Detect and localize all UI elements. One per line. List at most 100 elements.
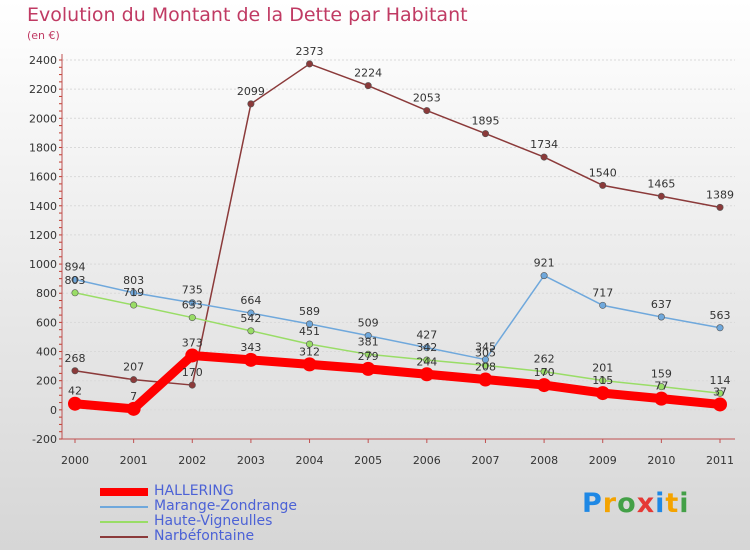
data-label: 664 [240, 294, 261, 307]
data-point [540, 153, 548, 161]
data-point [130, 376, 138, 384]
y-tick-label: 600 [36, 316, 57, 329]
data-point [423, 107, 431, 115]
legend-item-hallering: HALLERING [100, 483, 360, 499]
data-point [188, 381, 196, 389]
data-label: 921 [534, 257, 555, 270]
data-point [540, 272, 548, 280]
data-label: 42 [68, 385, 82, 398]
data-label: 2099 [237, 85, 265, 98]
data-point [130, 301, 138, 309]
data-point [130, 289, 138, 297]
data-point [188, 314, 196, 322]
legend-swatch [100, 506, 148, 508]
data-label: 633 [182, 299, 203, 312]
x-tick-label: 2006 [413, 454, 441, 467]
data-label: 305 [475, 346, 496, 359]
legend-item-haute-vigneulles: Haute-Vigneulles [100, 513, 360, 529]
data-label: 77 [654, 380, 668, 393]
data-point [537, 378, 552, 393]
data-label: 170 [182, 366, 203, 379]
data-label: 170 [534, 366, 555, 379]
data-label: 381 [358, 335, 379, 348]
data-point [419, 367, 434, 382]
data-label: 427 [416, 329, 437, 342]
data-point [68, 396, 82, 411]
logo-letter: r [602, 488, 618, 519]
legend-item-marange-zondrange: Marange-Zondrange [100, 498, 360, 514]
chart-title: Evolution du Montant de la Dette par Hab… [27, 4, 468, 26]
legend-swatch [100, 488, 148, 496]
data-label: 1734 [530, 138, 558, 151]
data-label: 244 [416, 355, 437, 368]
data-label: 717 [592, 286, 613, 299]
series-line-haute-vigneulles [74, 292, 721, 394]
data-point [599, 377, 607, 385]
data-point [361, 361, 376, 376]
x-tick-label: 2011 [706, 454, 734, 467]
data-label: 208 [475, 361, 496, 374]
data-label: 637 [651, 298, 672, 311]
y-tick-label: 1600 [29, 171, 57, 184]
y-tick-label: 200 [36, 375, 57, 388]
data-point [364, 332, 372, 340]
data-point [302, 357, 317, 372]
data-label: 2224 [354, 67, 382, 80]
y-tick-label: 2000 [29, 112, 57, 125]
x-tick-label: 2003 [237, 454, 265, 467]
y-tick-label: 1400 [29, 200, 57, 213]
data-point [71, 276, 79, 284]
data-point [364, 82, 372, 90]
data-label: 803 [65, 274, 86, 287]
data-label: 207 [123, 361, 144, 374]
chart-unit: (en €) [27, 29, 60, 42]
data-label: 1895 [471, 115, 499, 128]
data-point [657, 383, 665, 391]
data-label: 735 [182, 284, 203, 297]
data-point [185, 348, 200, 363]
data-label: 509 [358, 317, 379, 330]
y-tick-label: 2200 [29, 83, 57, 96]
data-point [540, 368, 548, 376]
y-tick-label: 1000 [29, 258, 57, 271]
logo-letter: i [655, 488, 666, 519]
data-label: 1465 [647, 177, 675, 190]
legend-swatch [100, 521, 148, 523]
data-label: 373 [182, 336, 203, 349]
data-point [306, 320, 314, 328]
y-tick-label: 800 [36, 287, 57, 300]
data-label: 312 [299, 345, 320, 358]
data-point [306, 340, 314, 348]
logo-letter: x [636, 488, 656, 519]
logo-letter: i [679, 488, 690, 519]
data-label: 803 [123, 274, 144, 287]
data-label: 2373 [296, 45, 324, 58]
data-point [478, 372, 493, 387]
data-label: 37 [713, 385, 727, 398]
x-tick-label: 2010 [647, 454, 675, 467]
data-point [423, 344, 431, 352]
x-tick-label: 2005 [354, 454, 382, 467]
data-point [599, 181, 607, 189]
series-line-hallering [70, 350, 725, 414]
series-line-marange-zondrange [74, 274, 721, 361]
data-point [126, 401, 141, 416]
legend-label: Haute-Vigneulles [154, 513, 273, 529]
data-label: 345 [475, 341, 496, 354]
data-point [71, 289, 79, 297]
data-point [247, 309, 255, 317]
data-label: 719 [123, 286, 144, 299]
data-point [654, 391, 669, 406]
legend-label: Narbéfontaine [154, 528, 255, 544]
data-label: 7 [130, 390, 137, 403]
legend-label: Marange-Zondrange [154, 498, 298, 514]
data-point [716, 389, 724, 397]
data-point [247, 327, 255, 335]
data-label: 262 [534, 353, 555, 366]
chart-plot: -200 0 200 400 600 800 1000 1200 1400 1600 1800 200… [29, 45, 735, 467]
data-label: 268 [65, 352, 86, 365]
data-point [599, 301, 607, 309]
x-tick-label: 2000 [61, 454, 89, 467]
y-tick-label: -200 [32, 433, 57, 446]
data-point [481, 356, 489, 364]
